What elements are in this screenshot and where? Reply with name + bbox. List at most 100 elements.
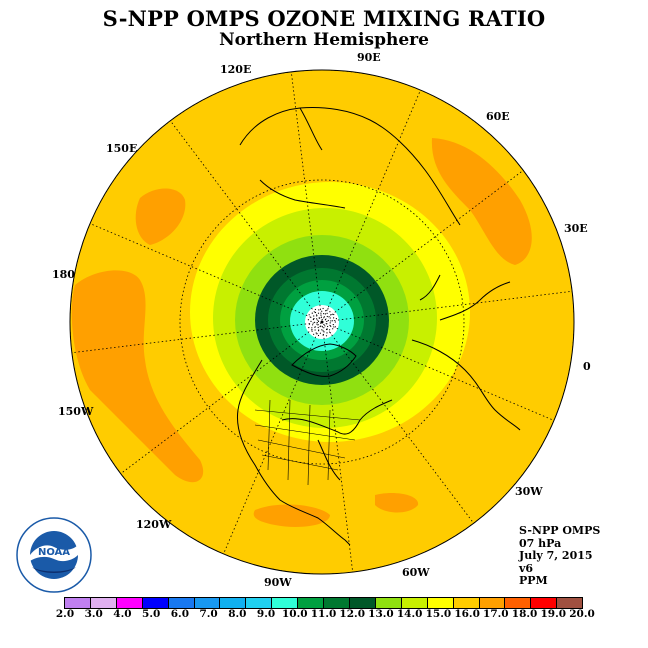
coastline-north-america	[236, 359, 393, 546]
lon-label-120e: 120E	[220, 63, 252, 76]
colorbar-swatch	[116, 598, 143, 608]
colorbar-swatch	[349, 598, 376, 608]
pole-speckle-dot	[320, 314, 322, 316]
pole-speckle-dot	[321, 318, 323, 321]
pole-speckle-dot	[327, 308, 329, 310]
pole-speckle-dot	[314, 308, 316, 311]
pole-speckle-dot	[314, 321, 316, 323]
pole-speckle-dot	[326, 315, 328, 318]
colorbar-tick-label: 4.0	[113, 608, 132, 620]
lon-label-150w: 150W	[58, 405, 94, 418]
colorbar-swatch	[298, 598, 325, 608]
colorbar-tick-label: 19.0	[540, 608, 567, 620]
info-level: 07 hPa	[519, 536, 562, 550]
pole-speckle-dot	[333, 313, 335, 316]
colorbar-swatch	[90, 598, 117, 608]
pole-speckle-dot	[329, 329, 331, 331]
lon-label-150e: 150E	[106, 142, 138, 155]
pole-speckle-dot	[325, 310, 327, 312]
pole-speckle-dot	[325, 328, 328, 331]
pole-speckle-dot	[323, 323, 325, 326]
high-region	[71, 270, 204, 483]
info-block: S-NPP OMPS 07 hPa July 7, 2015 v6 PPM	[519, 524, 600, 588]
colorbar-tick-label: 3.0	[84, 608, 103, 620]
pole-speckle-dot	[317, 312, 320, 314]
pole-speckle-dot	[308, 327, 310, 329]
coastline-europe-africa	[411, 274, 521, 431]
pole-speckle-dot	[321, 329, 323, 331]
colorbar-tick-label: 11.0	[310, 608, 337, 620]
lon-label-30w: 30W	[515, 485, 543, 498]
latitude-circle	[179, 179, 465, 465]
lon-label-120w: 120W	[136, 518, 172, 531]
pole-speckle-dot	[310, 320, 312, 322]
pole-speckle-dot	[316, 318, 318, 320]
pole-speckle-dot	[333, 317, 335, 319]
colorbar-swatch	[324, 598, 350, 608]
pole-speckle-dot	[332, 324, 334, 326]
colorbar-tick-label: 7.0	[199, 608, 218, 620]
pole-speckle-dot	[334, 326, 336, 328]
page-title: S-NPP OMPS OZONE MIXING RATIO	[102, 6, 546, 31]
colorbar-swatch	[220, 598, 247, 608]
pole-speckle-dot	[326, 332, 328, 334]
colorbar-tick-label: 13.0	[368, 608, 394, 620]
pole-speckle-dot	[318, 309, 320, 311]
pole-speckle-dot	[307, 319, 309, 321]
info-version: v6	[519, 561, 534, 575]
coastlines	[236, 107, 521, 546]
pole-speckle-dot	[323, 331, 325, 333]
pole-speckle-dot	[321, 310, 323, 312]
lon-label-60e: 60E	[486, 110, 510, 123]
pole-speckle-dot	[322, 307, 324, 310]
colorbar-tick-label: 5.0	[142, 608, 161, 620]
pole-speckle-dot	[327, 325, 329, 328]
colorbar-tick-label: 6.0	[170, 608, 190, 620]
lon-label-60w: 60W	[402, 566, 430, 579]
pole-speckle-dot	[311, 327, 313, 329]
noaa-logo: NOAA	[16, 517, 92, 593]
colorbar-tick-label: 9.0	[256, 608, 276, 620]
pole-speckle-dot	[329, 317, 331, 319]
pole-speckle-dot	[330, 314, 332, 316]
info-units: PPM	[519, 574, 548, 587]
pole-speckle-dot	[312, 324, 314, 326]
colorbar-swatch	[168, 598, 195, 608]
colorbar-tick-label: 20.0	[569, 608, 595, 620]
colorbar-ticks: 2.0 3.0 4.0 5.0 6.0 7.0 8.0 9.0 10.0 11.0 12.0 13.0…	[0, 608, 648, 622]
pole-speckle-dot	[332, 328, 334, 330]
pole-speckle-dot	[311, 312, 313, 314]
pole-speckle-dot	[329, 311, 331, 313]
info-date: July 7, 2015	[519, 549, 593, 562]
pole-speckle-dot	[317, 334, 320, 337]
colorbar-tick-label: 12.0	[339, 608, 366, 620]
pole-speckle-dot	[327, 319, 329, 322]
colorbar-swatch	[557, 598, 583, 608]
colorbar-tick-label: 17.0	[483, 608, 509, 620]
high-region	[135, 188, 186, 245]
pole-speckle-dot	[317, 326, 319, 329]
colorbar-swatch	[194, 598, 221, 608]
colorbar-tick-label: 15.0	[425, 608, 452, 620]
lon-label-180: 180	[52, 268, 75, 281]
colorbar-swatch	[272, 598, 299, 608]
pole-speckle	[307, 307, 337, 337]
map-boundary	[69, 69, 575, 575]
lon-label-0: 0	[583, 360, 591, 373]
pole-speckle-dot	[334, 321, 336, 323]
colorbar-swatch	[375, 598, 402, 608]
colorbar-swatch	[246, 598, 273, 608]
lon-label-90w: 90W	[264, 576, 292, 589]
pole-speckle-dot	[312, 318, 314, 321]
pole-speckle-dot	[311, 330, 313, 332]
colorbar-swatch	[453, 598, 480, 608]
colorbar-swatch	[142, 598, 169, 608]
colorbar-swatch	[401, 598, 428, 608]
pole-speckle-dot	[313, 333, 315, 335]
colorbar-tick-label: 8.0	[228, 608, 247, 620]
pole-speckle-dot	[331, 320, 333, 322]
lon-label-90e: 90E	[357, 51, 381, 64]
colorbar-tick-label: 18.0	[511, 608, 538, 620]
pole-speckle-dot	[317, 320, 320, 322]
